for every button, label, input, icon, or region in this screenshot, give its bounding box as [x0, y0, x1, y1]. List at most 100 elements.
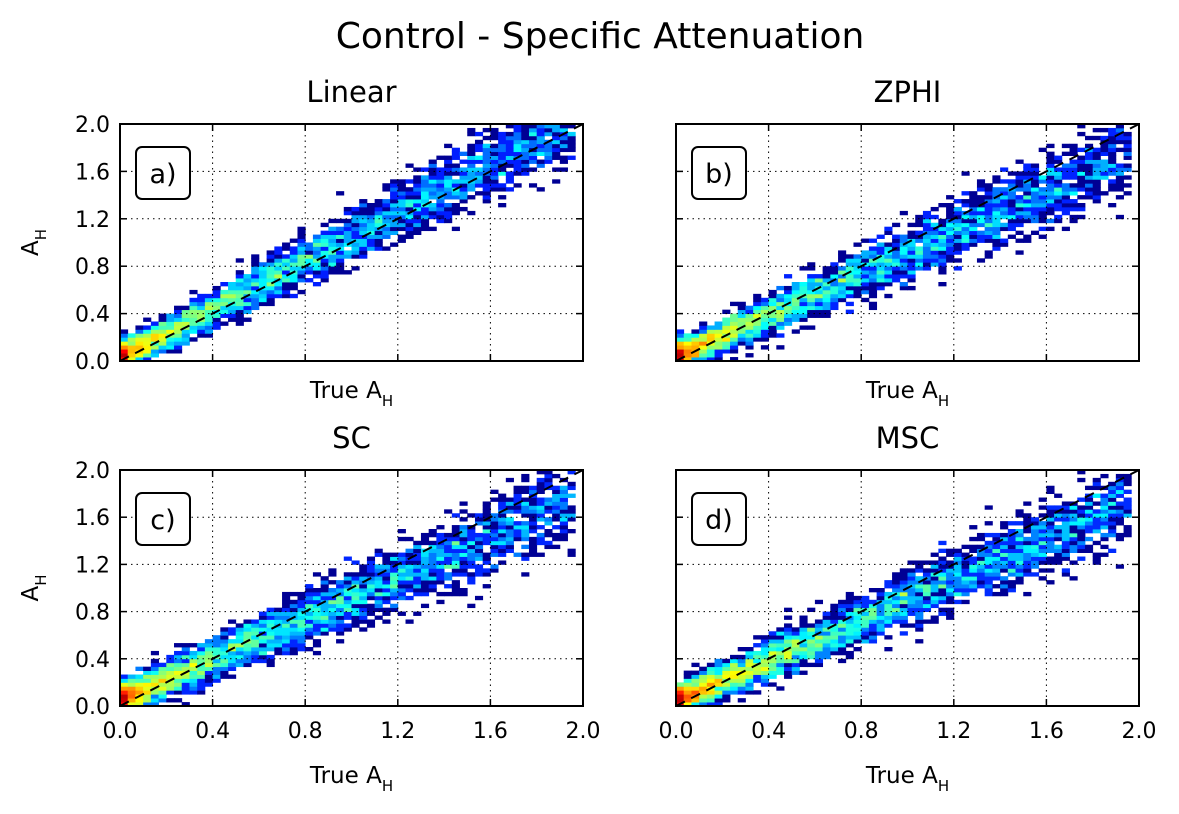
- heatmap-cell: [1015, 560, 1024, 565]
- heatmap-cell: [451, 536, 460, 542]
- heatmap-cell: [714, 345, 723, 350]
- heatmap-cell: [907, 274, 916, 279]
- heatmap-cell: [305, 631, 314, 636]
- heatmap-cell: [166, 317, 175, 322]
- heatmap-cell: [1069, 544, 1078, 550]
- heatmap-cell: [892, 222, 901, 228]
- heatmap-cell: [1084, 191, 1094, 196]
- heatmap-cell: [282, 262, 291, 267]
- heatmap-cell: [498, 195, 507, 200]
- heatmap-cell: [220, 635, 229, 640]
- heatmap-cell: [845, 599, 854, 605]
- heatmap-cell: [521, 532, 530, 538]
- heatmap-cell: [274, 258, 283, 263]
- heatmap-cell: [451, 584, 460, 589]
- heatmap-cell: [405, 230, 414, 235]
- heatmap-cell: [899, 607, 908, 612]
- heatmap-cell: [174, 329, 183, 334]
- heatmap-cell: [953, 599, 962, 605]
- heatmap-cell: [876, 611, 885, 616]
- heatmap-cell: [807, 650, 816, 656]
- x-axis-label: True AH: [309, 763, 393, 795]
- heatmap-cell: [235, 293, 244, 299]
- heatmap-cell: [753, 643, 762, 648]
- heatmap-cell: [559, 513, 568, 518]
- heatmap-cell: [1115, 493, 1124, 498]
- heatmap-cell: [1069, 143, 1078, 149]
- heatmap-cell: [150, 690, 159, 695]
- heatmap-cell: [822, 266, 831, 271]
- heatmap-cell: [737, 666, 746, 671]
- heatmap-cell: [814, 282, 824, 287]
- heatmap-cell: [235, 623, 244, 628]
- heatmap-cell: [189, 329, 198, 334]
- heatmap-cell: [1038, 568, 1047, 573]
- heatmap-cell: [181, 309, 190, 314]
- heatmap-cell: [451, 548, 460, 553]
- heatmap-cell: [420, 552, 430, 557]
- heatmap-cell: [536, 127, 545, 133]
- heatmap-cell: [1123, 135, 1132, 141]
- heatmap-cell: [1061, 199, 1070, 204]
- heatmap-cell: [1069, 532, 1078, 538]
- heatmap-cell: [336, 627, 345, 632]
- heatmap-cell: [297, 266, 306, 271]
- heatmap-cell: [1115, 124, 1124, 129]
- heatmap-cell: [753, 301, 762, 307]
- heatmap-cell: [799, 285, 808, 291]
- heatmap-cell: [397, 529, 406, 534]
- heatmap-cell: [938, 262, 947, 267]
- heatmap-cell: [513, 489, 522, 494]
- heatmap-cell: [915, 619, 924, 624]
- heatmap-cell: [459, 591, 468, 597]
- heatmap-cell: [822, 278, 831, 283]
- heatmap-cell: [336, 603, 345, 609]
- heatmap-cell: [714, 698, 723, 703]
- heatmap-cell: [984, 210, 993, 216]
- heatmap-cell: [953, 560, 962, 565]
- heatmap-cell: [135, 674, 144, 679]
- heatmap-cell: [228, 654, 237, 660]
- heatmap-cell: [946, 210, 955, 216]
- heatmap-cell: [312, 623, 322, 628]
- heatmap-cell: [536, 139, 545, 145]
- heatmap-cell: [397, 187, 406, 192]
- heatmap-cell: [1000, 195, 1009, 200]
- heatmap-cell: [490, 167, 499, 172]
- heatmap-cell: [181, 313, 190, 318]
- heatmap-cell: [528, 525, 538, 530]
- heatmap-cell: [374, 246, 383, 251]
- heatmap-cell: [1015, 532, 1024, 538]
- heatmap-cell: [861, 266, 870, 271]
- heatmap-cell: [405, 195, 414, 200]
- heatmap-cell: [482, 513, 491, 518]
- heatmap-cell: [482, 525, 491, 530]
- heatmap-cell: [907, 572, 916, 577]
- heatmap-cell: [984, 521, 993, 526]
- heatmap-cell: [838, 254, 847, 259]
- heatmap-cell: [297, 595, 306, 601]
- heatmap-cell: [1100, 521, 1109, 526]
- heatmap-cell: [189, 658, 198, 664]
- heatmap-cell: [567, 552, 576, 557]
- heatmap-cell: [753, 313, 762, 318]
- heatmap-cell: [791, 643, 800, 648]
- heatmap-cell: [243, 631, 252, 636]
- x-axis-label: True AH: [865, 763, 949, 795]
- heatmap-cell: [992, 242, 1001, 247]
- heatmap-cell: [791, 289, 800, 295]
- heatmap-cell: [1000, 552, 1009, 557]
- heatmap-cell: [699, 690, 708, 695]
- heatmap-cell: [1108, 493, 1117, 498]
- heatmap-cell: [1015, 195, 1024, 200]
- heatmap-cell: [807, 262, 816, 267]
- heatmap-cell: [428, 588, 437, 593]
- heatmap-cell: [1069, 187, 1078, 192]
- heatmap-cell: [1023, 552, 1032, 557]
- heatmap-cell: [204, 670, 213, 675]
- heatmap-cell: [1108, 532, 1117, 538]
- heatmap-cell: [258, 639, 268, 644]
- heatmap-cell: [1000, 536, 1009, 542]
- heatmap-cell: [436, 568, 445, 573]
- heatmap-cell: [382, 580, 391, 585]
